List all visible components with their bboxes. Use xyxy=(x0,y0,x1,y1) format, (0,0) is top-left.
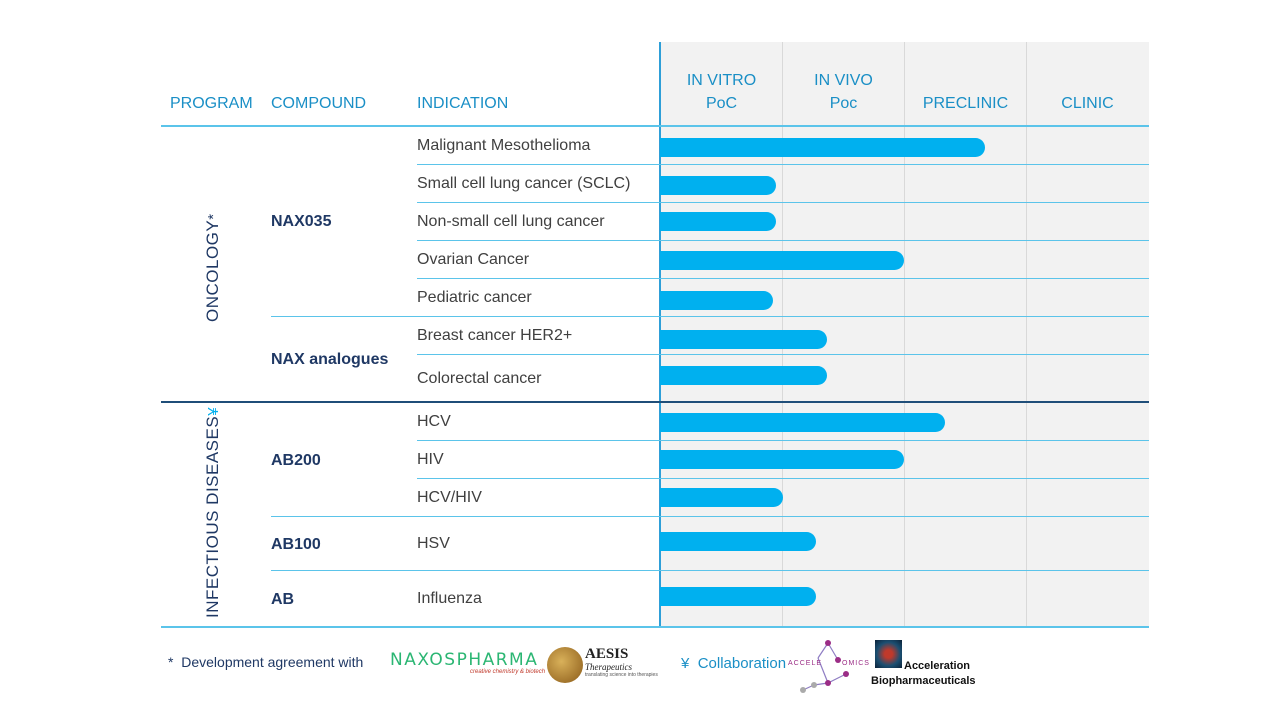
compound-label: AB200 xyxy=(271,452,321,469)
progress-bar xyxy=(660,587,816,606)
program-label-oncology: ONCOLOGY* xyxy=(203,213,222,322)
row-divider xyxy=(417,478,1149,479)
indication-label: HSV xyxy=(417,535,450,552)
compound-label: NAX analogues xyxy=(271,351,389,368)
stage-divider xyxy=(904,42,905,627)
compound-label: AB xyxy=(271,591,295,608)
naxospharma-logo: NAXOSPHARMA creative chemistry & biotech xyxy=(390,650,546,675)
indication-label: Ovarian Cancer xyxy=(417,251,530,268)
indication-label: Small cell lung cancer (SCLC) xyxy=(417,175,631,192)
header-indication: INDICATION xyxy=(417,95,509,112)
header-program: PROGRAM xyxy=(170,95,253,112)
compound-divider xyxy=(271,516,1149,517)
row-divider xyxy=(417,440,1149,441)
indication-label: Breast cancer HER2+ xyxy=(417,327,573,344)
progress-bar xyxy=(660,212,776,231)
indication-label: HCV xyxy=(417,413,451,430)
footnote-mark: * xyxy=(168,654,174,670)
compound-label: NAX035 xyxy=(271,213,332,230)
aesis-logo: AESIS Therapeutics translating science i… xyxy=(585,646,658,679)
footnote-development: * Development agreement with xyxy=(168,654,364,670)
progress-bar xyxy=(660,532,816,551)
progress-bar xyxy=(660,450,904,469)
indication-label: HCV/HIV xyxy=(417,489,482,506)
indication-label: Influenza xyxy=(417,590,482,607)
table-bottom-rule xyxy=(161,626,1149,628)
svg-text:ACCELE: ACCELE xyxy=(788,660,822,667)
header-compound: COMPOUND xyxy=(271,95,367,112)
header-stage-preclinic: PRECLINIC xyxy=(922,95,1009,112)
header-stage-in-vitro: IN VITRO PoC xyxy=(686,72,757,112)
progress-bar xyxy=(660,413,945,432)
row-divider xyxy=(417,164,1149,165)
indication-label: Non-small cell lung cancer xyxy=(417,213,605,230)
indication-label: HIV xyxy=(417,451,444,468)
footnote-mark: ¥ xyxy=(681,655,690,672)
row-divider xyxy=(417,278,1149,279)
compound-label: AB100 xyxy=(271,536,321,553)
program-divider xyxy=(161,401,1149,403)
compound-divider xyxy=(271,316,1149,317)
header-stage-clinic: CLINIC xyxy=(1061,95,1114,112)
row-divider xyxy=(417,240,1149,241)
svg-text:OMICS: OMICS xyxy=(842,660,870,667)
program-label-infectious-diseases: INFECTIOUS DISEASES¥ xyxy=(203,406,222,618)
indication-label: Pediatric cancer xyxy=(417,289,532,306)
progress-bar xyxy=(660,176,776,195)
aesis-coin-icon xyxy=(547,647,583,683)
progress-bar xyxy=(660,251,904,270)
acceleomics-logo: ACCELE OMICS xyxy=(788,640,870,693)
header-stage-in-vivo: IN VIVO Poc xyxy=(814,72,873,112)
header-rule xyxy=(161,125,1149,127)
progress-bar xyxy=(660,138,985,157)
acceleration-biopharma-label: Acceleration Biopharmaceuticals xyxy=(871,660,976,687)
indication-label: Malignant Mesothelioma xyxy=(417,137,591,154)
progress-bar xyxy=(660,330,827,349)
acceleration-biopharma-icon xyxy=(875,640,902,668)
progress-bar xyxy=(660,488,783,507)
progress-bar xyxy=(660,291,773,310)
progress-bar xyxy=(660,366,827,385)
row-divider xyxy=(417,354,1149,355)
indication-label: Colorectal cancer xyxy=(417,370,542,387)
row-divider xyxy=(417,202,1149,203)
stage-divider xyxy=(1026,42,1027,627)
compound-divider xyxy=(271,570,1149,571)
footnote-collaboration: ¥ Collaboration xyxy=(681,655,787,672)
